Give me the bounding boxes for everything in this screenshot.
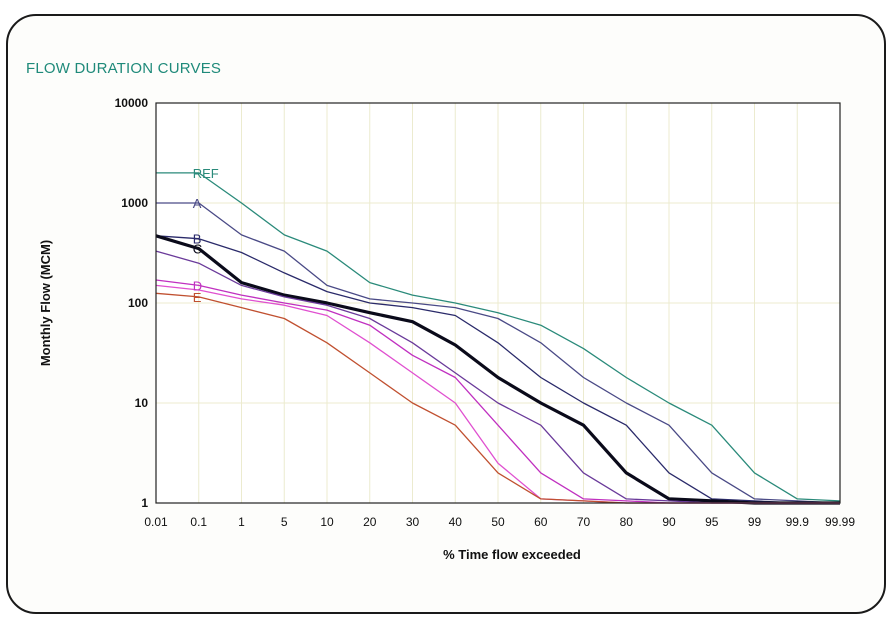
y-tick-labels: 1 10 100 1000 10000 bbox=[115, 96, 149, 510]
plot-border bbox=[155, 102, 841, 504]
chart-title: FLOW DURATION CURVES bbox=[26, 60, 222, 77]
x-tick-label: 70 bbox=[577, 515, 591, 529]
x-tick-label: 80 bbox=[620, 515, 634, 529]
x-tick-label: 10 bbox=[320, 515, 334, 529]
x-tick-label: 20 bbox=[363, 515, 377, 529]
x-tick-label: 0.01 bbox=[144, 515, 168, 529]
x-tick-label: 5 bbox=[281, 515, 288, 529]
x-tick-label: 30 bbox=[406, 515, 420, 529]
x-tick-label: 90 bbox=[662, 515, 676, 529]
x-tick-label: 60 bbox=[534, 515, 548, 529]
y-tick-label: 1000 bbox=[121, 196, 148, 210]
series-label-e: E bbox=[193, 290, 202, 305]
x-tick-label: 95 bbox=[705, 515, 719, 529]
x-tick-label: 99.99 bbox=[825, 515, 855, 529]
x-tick-label: 1 bbox=[238, 515, 245, 529]
x-tick-label: 99.9 bbox=[786, 515, 810, 529]
series-label-d: D bbox=[193, 278, 202, 293]
y-tick-label: 100 bbox=[128, 296, 148, 310]
series-label-c: C bbox=[193, 242, 202, 257]
series-line-c bbox=[155, 234, 840, 505]
series-label-b: B bbox=[193, 232, 202, 247]
x-tick-label: 40 bbox=[449, 515, 463, 529]
series-line-ref bbox=[156, 172, 841, 502]
y-tick-label: 1 bbox=[141, 496, 148, 510]
series-line-a bbox=[156, 202, 841, 504]
y-tick-label: 10000 bbox=[115, 96, 149, 110]
y-axis-label: Monthly Flow (MCM) bbox=[38, 240, 53, 366]
series-line-b bbox=[155, 235, 840, 504]
x-tick-label: 99 bbox=[748, 515, 762, 529]
x-tick-label: 0.1 bbox=[190, 515, 207, 529]
series-labels: REF A BC DE bbox=[193, 166, 219, 305]
x-axis-label: % Time flow exceeded bbox=[443, 547, 581, 562]
series-label-a: A bbox=[193, 196, 202, 211]
series-label-ref: REF bbox=[193, 166, 219, 181]
x-tick-labels: 0.01 0.1 1 5 10 20 30 40 50 60 70 80 90 95 99 99.9 99.99 bbox=[144, 515, 855, 529]
y-tick-label: 10 bbox=[135, 396, 149, 410]
x-tick-label: 50 bbox=[491, 515, 505, 529]
